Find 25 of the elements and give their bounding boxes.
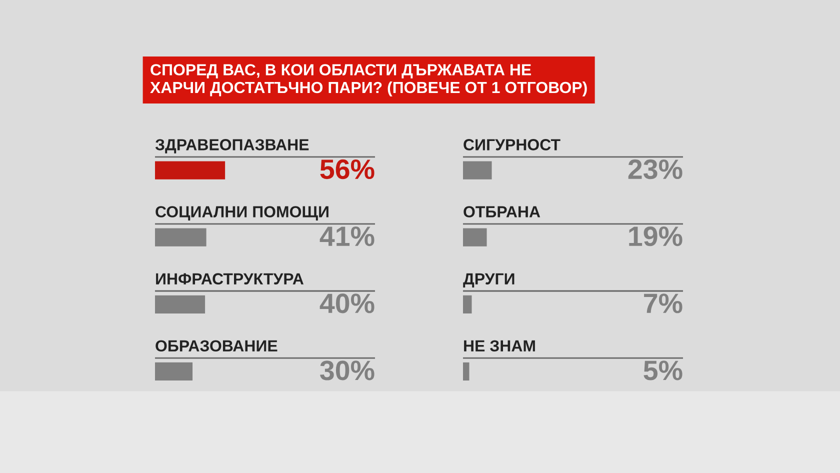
bar (155, 228, 206, 246)
data-label: 5% (644, 360, 682, 380)
y-tick-label: ИНФРАСТРУКТУРА (156, 273, 304, 284)
y-tick-label: ОБРАЗОВАНИЕ (156, 340, 278, 352)
bar (463, 228, 487, 246)
data-label: 19% (629, 226, 682, 246)
data-label: 30% (320, 360, 374, 380)
y-tick-label: СОЦИАЛНИ ПОМОЩИ (156, 206, 328, 220)
y-tick-label: СИГУРНОСТ (464, 139, 560, 150)
data-label: 40% (320, 294, 374, 314)
bar (155, 362, 193, 381)
y-tick-label: ОТБРАНА (464, 206, 540, 218)
data-label: 23% (628, 159, 682, 180)
bar (463, 295, 472, 314)
text: СПОРЕД ВАС, В КОИ ОБЛАСТИ ДЪРЖАВАТА НЕ ХАРЧИ ДОСТАТЪЧНО ПАРИ? (ПОВЕЧЕ ОТ 1 ОТГОВОР) (150, 64, 587, 96)
y-tick-label: ЗДРАВЕОПАЗВАНЕ (155, 139, 309, 154)
bar (155, 295, 206, 314)
y-tick-label: НЕ ЗНАМ (464, 340, 535, 352)
data-label: 41% (320, 226, 374, 246)
y-tick-label: ДРУГИ (463, 273, 514, 288)
data-label: 7% (644, 294, 682, 314)
data-label: 56% (320, 159, 374, 180)
bar (463, 161, 492, 180)
bar (155, 161, 226, 180)
bar (463, 362, 470, 381)
